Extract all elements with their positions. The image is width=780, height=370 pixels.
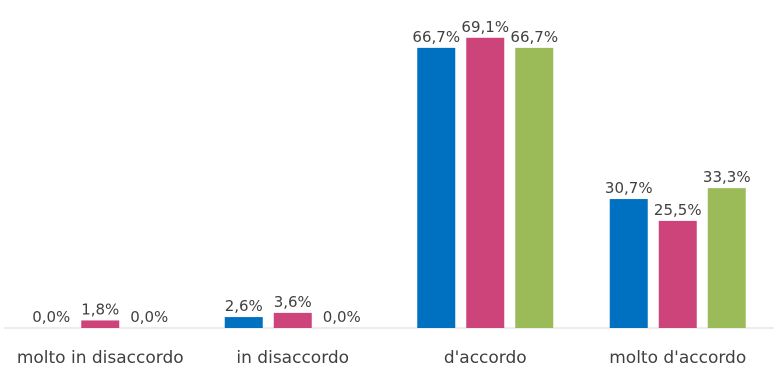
bar-2-2 [273, 312, 312, 328]
category-label-3: d'accordo [444, 348, 527, 368]
bar-2-4 [658, 220, 697, 328]
data-label-3-4: 33,3% [703, 168, 751, 186]
category-label-group: molto in disaccordo in disaccordo d'accord… [17, 348, 746, 368]
category-label-2: in disaccordo [236, 348, 349, 368]
data-label-3-3: 66,7% [510, 28, 558, 46]
data-label-1-1: 0,0% [32, 308, 70, 326]
bar-group [81, 37, 746, 329]
data-label-2-1: 1,8% [81, 300, 119, 318]
bar-2-3 [466, 37, 505, 328]
data-label-3-2: 0,0% [323, 308, 361, 326]
category-label-4: molto d'accordo [609, 348, 746, 368]
bar-1-4 [609, 199, 648, 328]
data-label-2-4: 25,5% [654, 201, 702, 219]
bar-3-4 [707, 188, 746, 328]
data-label-group: 0,0% 1,8% 0,0% 2,6% 3,6% 0,0% 66,7%69,1%66,7% 3… [32, 18, 750, 326]
data-label-3-1: 0,0% [130, 308, 168, 326]
bar-1-2 [224, 317, 263, 328]
data-label-2-2: 3,6% [274, 293, 312, 311]
data-label-1-3: 66,7% [412, 28, 460, 46]
data-label-2-3: 69,1% [461, 18, 509, 36]
data-label-1-4: 30,7% [605, 179, 653, 197]
bar-3-3 [515, 47, 554, 329]
data-label-1-2: 2,6% [225, 297, 263, 315]
bar-2-1 [81, 320, 120, 328]
bar-1-3 [417, 47, 456, 329]
category-label-1: molto in disaccordo [17, 348, 184, 368]
